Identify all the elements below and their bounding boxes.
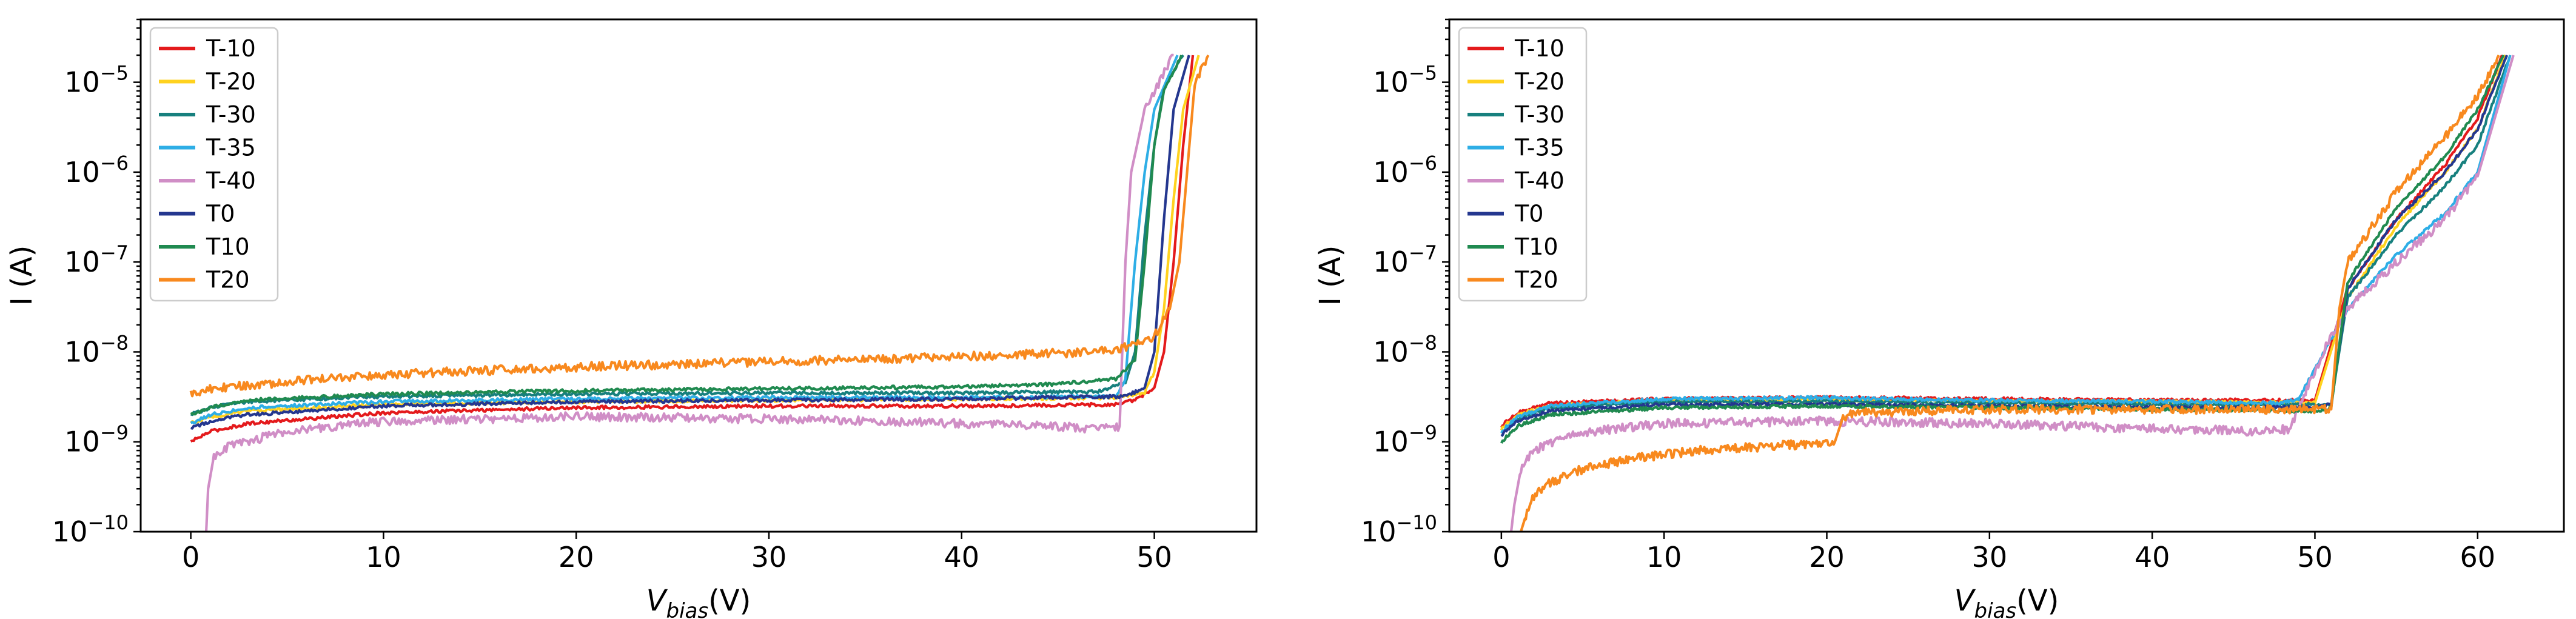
series-lines (1500, 54, 2515, 532)
legend: T-10 T-20 T-30 T-35 T-40 T0 T10 T20 (1458, 27, 1588, 302)
x-tick-label: 0 (1492, 541, 1510, 574)
legend-box (149, 27, 279, 302)
legend-entry: T-35 (206, 135, 256, 161)
series-line-t-10 (1500, 55, 2503, 429)
series-line-t-35 (190, 55, 1179, 424)
y-tick-label: 10−5 (1373, 62, 1437, 99)
x-tick-label: 40 (2135, 541, 2170, 574)
legend-entry: T-35 (1514, 135, 1565, 161)
series-line-t0 (1500, 55, 2509, 437)
series-line-t-40 (1509, 55, 2515, 532)
legend-entry: T-40 (1514, 167, 1565, 194)
series-line-t-40 (204, 53, 1174, 532)
right-chart-panel: 0 10 20 30 40 50 60 10−10 10−9 10−8 10−7 10−6 10−5 I … (1313, 18, 2565, 619)
legend: T-10 T-20 T-30 T-35 T-40 T0 T10 T20 (149, 27, 279, 302)
y-axis-label: I (A) (5, 246, 39, 306)
series-lines (189, 53, 1210, 532)
axes-frame (1448, 18, 2565, 533)
x-axis-label: Vbias(V) (1954, 584, 2059, 619)
series-line-t-10 (190, 55, 1195, 443)
y-tick-label: 10−10 (1361, 511, 1437, 548)
legend-entry: T-30 (1514, 101, 1565, 128)
legend-entry: T10 (1514, 233, 1558, 260)
y-tick-label: 10−5 (64, 62, 129, 99)
x-tick-label: 10 (366, 541, 401, 574)
legend-entry: T-40 (206, 167, 256, 194)
y-tick-label: 10−8 (64, 331, 129, 368)
y-tick-label: 10−8 (1373, 331, 1437, 368)
legend-entry: T20 (206, 267, 250, 293)
series-line-t10 (190, 55, 1183, 416)
legend-entry: T-10 (206, 35, 256, 62)
series-line-t-20 (1500, 54, 2507, 431)
x-axis-label: Vbias(V) (646, 584, 751, 619)
legend-entry: T-30 (206, 101, 256, 128)
legend-entry: T-20 (1514, 69, 1565, 95)
x-tick-label: 40 (944, 541, 980, 574)
x-tick-label: 30 (751, 541, 787, 574)
x-tick-label: 60 (2460, 541, 2496, 574)
x-tick-label: 20 (558, 541, 594, 574)
x-tick-label: 30 (1972, 541, 2008, 574)
series-line-t20 (189, 55, 1210, 398)
y-tick-label: 10−6 (64, 152, 129, 189)
series-line-t10 (1500, 54, 2505, 444)
series-line-t20 (1520, 54, 2500, 532)
legend-box (1458, 27, 1588, 302)
y-tick-label: 10−7 (1373, 241, 1437, 278)
y-axis-label: I (A) (1313, 246, 1347, 306)
y-tick-label: 10−9 (1373, 421, 1437, 458)
left-chart-panel: 0 10 20 30 40 50 10−10 10−9 10−8 10−7 10−6 10−5 I (A… (5, 18, 1258, 619)
legend-entry: T0 (1514, 201, 1543, 227)
legend-entry: T-20 (206, 69, 256, 95)
y-tick-label: 10−10 (52, 511, 129, 548)
series-line-t-20 (190, 55, 1200, 424)
legend-entry: T10 (206, 233, 250, 260)
x-tick-label: 20 (1809, 541, 1845, 574)
x-tick-label: 50 (2297, 541, 2333, 574)
legend-entry: T20 (1514, 267, 1558, 293)
legend-entry: T-10 (1514, 35, 1565, 62)
y-tick-label: 10−6 (1373, 152, 1437, 189)
axes-frame (139, 18, 1258, 533)
legend-entry: T0 (206, 201, 235, 227)
y-tick-label: 10−7 (64, 241, 129, 278)
x-tick-label: 50 (1136, 541, 1172, 574)
x-tick-label: 0 (182, 541, 200, 574)
x-tick-label: 10 (1646, 541, 1682, 574)
series-line-t0 (190, 55, 1190, 430)
y-tick-label: 10−9 (64, 421, 129, 458)
